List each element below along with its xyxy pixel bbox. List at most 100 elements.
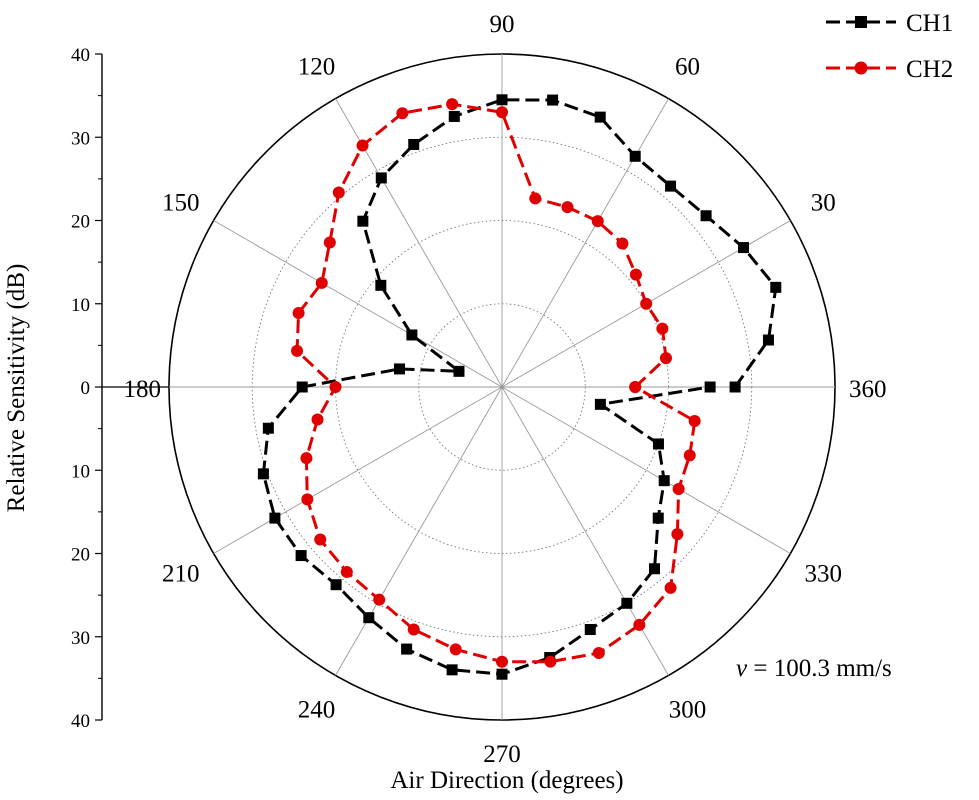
r-tick-label-lower-20: 20 — [71, 545, 90, 566]
point-ch2-320 — [671, 528, 684, 541]
r-tick-label-upper-20: 20 — [71, 212, 90, 233]
point-ch2-260 — [449, 643, 462, 656]
point-ch2-310 — [664, 581, 677, 594]
point-ch2-20 — [656, 322, 669, 335]
angle-spokes — [169, 54, 835, 720]
point-ch2-240 — [373, 593, 386, 606]
point-ch2-180 — [329, 381, 342, 393]
legend: CH1 CH2 — [826, 10, 953, 83]
velocity-var: v — [736, 655, 748, 682]
point-ch1-130 — [357, 215, 369, 227]
point-ch2-210 — [301, 493, 314, 506]
r-tick-label-upper-30: 30 — [71, 128, 90, 149]
point-ch2-170 — [291, 344, 304, 357]
point-ch1-300 — [621, 597, 633, 609]
point-ch1-180 — [296, 381, 308, 393]
point-ch1-160 — [453, 365, 465, 377]
point-ch1-200 — [257, 468, 269, 480]
point-ch1-10 — [762, 334, 774, 346]
point-ch2-270 — [496, 655, 508, 668]
angle-label-150: 150 — [162, 190, 200, 217]
point-ch2-50 — [616, 237, 629, 250]
point-ch2-160 — [292, 306, 305, 319]
point-ch2-70 — [561, 201, 574, 214]
series-layer — [257, 94, 782, 680]
r-tick-label-lower-10: 10 — [71, 461, 90, 482]
point-ch2-250 — [407, 623, 420, 636]
angle-label-300: 300 — [669, 696, 707, 723]
spoke-150 — [213, 220, 503, 388]
r-tick-label-upper-0: 0 — [81, 378, 91, 399]
point-ch1-260 — [446, 664, 458, 676]
point-ch1-170 — [394, 363, 406, 375]
spoke-210 — [213, 386, 503, 554]
point-ch1-250 — [401, 643, 413, 655]
point-ch2-330 — [672, 482, 685, 495]
point-ch1-40 — [700, 210, 712, 222]
point-ch1-140 — [375, 279, 387, 291]
legend-label-ch1: CH1 — [906, 10, 953, 37]
point-ch2-80 — [529, 192, 542, 205]
point-ch1-20 — [770, 281, 782, 293]
point-ch1-70 — [594, 111, 606, 123]
point-ch1-350 — [594, 398, 606, 410]
point-ch1-230 — [330, 579, 342, 591]
angle-label-30: 30 — [811, 190, 836, 217]
point-ch2-220 — [314, 533, 327, 546]
point-ch2-290 — [592, 646, 605, 659]
point-ch2-350 — [688, 414, 701, 427]
point-ch1-80 — [547, 94, 559, 106]
r-tick-label-upper-10: 10 — [71, 295, 90, 316]
point-ch1-290 — [584, 624, 596, 636]
point-ch1-240 — [363, 612, 375, 624]
series-ch1 — [257, 94, 782, 680]
point-ch1-210 — [269, 512, 281, 524]
r-tick-label-upper-40: 40 — [71, 45, 90, 66]
r-tick-label-lower-40: 40 — [71, 711, 90, 732]
point-ch2-30 — [640, 297, 653, 310]
radial-axis: 40 30 20 10 0 10 20 30 40 — [71, 45, 169, 732]
point-ch2-150 — [315, 276, 328, 289]
y-axis-title: Relative Sensitivity (dB) — [3, 264, 30, 513]
angle-label-270: 270 — [483, 741, 521, 768]
point-ch1-150 — [406, 329, 418, 341]
point-ch1-330 — [658, 475, 670, 487]
spoke-240 — [335, 386, 503, 676]
angle-label-180: 180 — [124, 376, 162, 403]
point-ch1-90 — [496, 94, 508, 106]
point-ch2-230 — [340, 565, 353, 578]
point-ch1-100 — [448, 110, 460, 122]
point-ch2-360 — [629, 381, 642, 393]
point-ch1-60 — [629, 150, 641, 162]
r-tick-label-lower-30: 30 — [71, 628, 90, 649]
angle-label-60: 60 — [675, 54, 700, 81]
x-axis-title: Air Direction (degrees) — [390, 767, 623, 794]
point-ch1-50 — [665, 180, 677, 192]
point-ch2-110 — [396, 107, 409, 120]
angle-label-90: 90 — [490, 11, 515, 38]
point-ch1-0 — [729, 381, 741, 393]
legend-marker-ch1 — [855, 16, 867, 28]
angle-label-120: 120 — [298, 54, 336, 81]
point-ch1-270 — [496, 668, 508, 680]
point-ch2-60 — [591, 215, 604, 228]
point-ch1-340 — [652, 438, 664, 450]
spoke-60 — [501, 98, 669, 388]
legend-marker-ch2 — [854, 61, 868, 75]
point-ch2-130 — [332, 186, 345, 199]
point-ch2-90 — [496, 106, 508, 119]
point-ch1-190 — [262, 422, 274, 434]
point-ch2-10 — [659, 352, 672, 365]
point-ch2-140 — [323, 236, 336, 249]
angle-label-360: 360 — [849, 376, 887, 403]
legend-label-ch2: CH2 — [906, 56, 953, 83]
series-ch2 — [291, 98, 701, 668]
point-ch1-360 — [704, 381, 716, 393]
point-ch1-110 — [408, 138, 420, 150]
point-ch2-190 — [311, 413, 324, 426]
point-ch2-300 — [633, 618, 646, 631]
point-ch2-340 — [683, 449, 696, 462]
point-ch2-40 — [629, 268, 642, 281]
point-ch2-120 — [356, 139, 369, 152]
